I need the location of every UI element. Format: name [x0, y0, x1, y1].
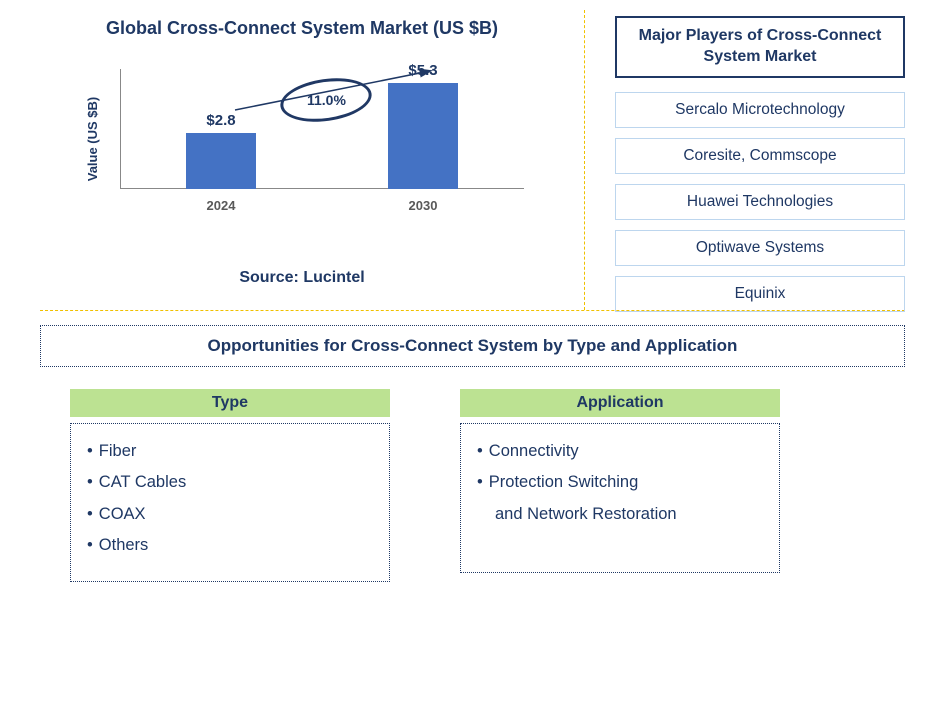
bar [186, 133, 256, 189]
x-tick-label: 2024 [161, 198, 281, 213]
player-item: Coresite, Commscope [615, 138, 905, 174]
y-axis-label: Value (US $B) [85, 97, 100, 182]
player-item: Sercalo Microtechnology [615, 92, 905, 128]
application-item: •Connectivity [477, 436, 763, 467]
player-item: Huawei Technologies [615, 184, 905, 220]
source-label: Source: Lucintel [40, 269, 564, 287]
opportunities-section: Opportunities for Cross-Connect System b… [0, 311, 945, 602]
type-item: •Fiber [87, 436, 373, 467]
type-item: •Others [87, 530, 373, 561]
opportunities-title: Opportunities for Cross-Connect System b… [40, 325, 905, 367]
application-header: Application [460, 389, 780, 417]
type-item: •CAT Cables [87, 467, 373, 498]
type-item: •COAX [87, 499, 373, 530]
type-header: Type [70, 389, 390, 417]
application-item: and Network Restoration [477, 499, 763, 530]
application-column: Application •Connectivity•Protection Swi… [460, 389, 780, 582]
chart-title: Global Cross-Connect System Market (US $… [40, 18, 564, 39]
bar-group: $2.8 [161, 112, 281, 189]
players-header: Major Players of Cross-Connect System Ma… [615, 16, 905, 78]
growth-rate-label: 11.0% [307, 92, 346, 108]
chart-panel: Global Cross-Connect System Market (US $… [40, 10, 585, 310]
player-item: Optiwave Systems [615, 230, 905, 266]
application-item: •Protection Switching [477, 467, 763, 498]
players-panel: Major Players of Cross-Connect System Ma… [585, 10, 905, 310]
type-column: Type •Fiber•CAT Cables•COAX•Others [70, 389, 390, 582]
player-item: Equinix [615, 276, 905, 312]
chart-area: Value (US $B) 11.0% $2.8$5.3 20242030 [90, 59, 534, 219]
x-tick-label: 2030 [363, 198, 483, 213]
growth-ellipse: 11.0% [280, 79, 372, 121]
